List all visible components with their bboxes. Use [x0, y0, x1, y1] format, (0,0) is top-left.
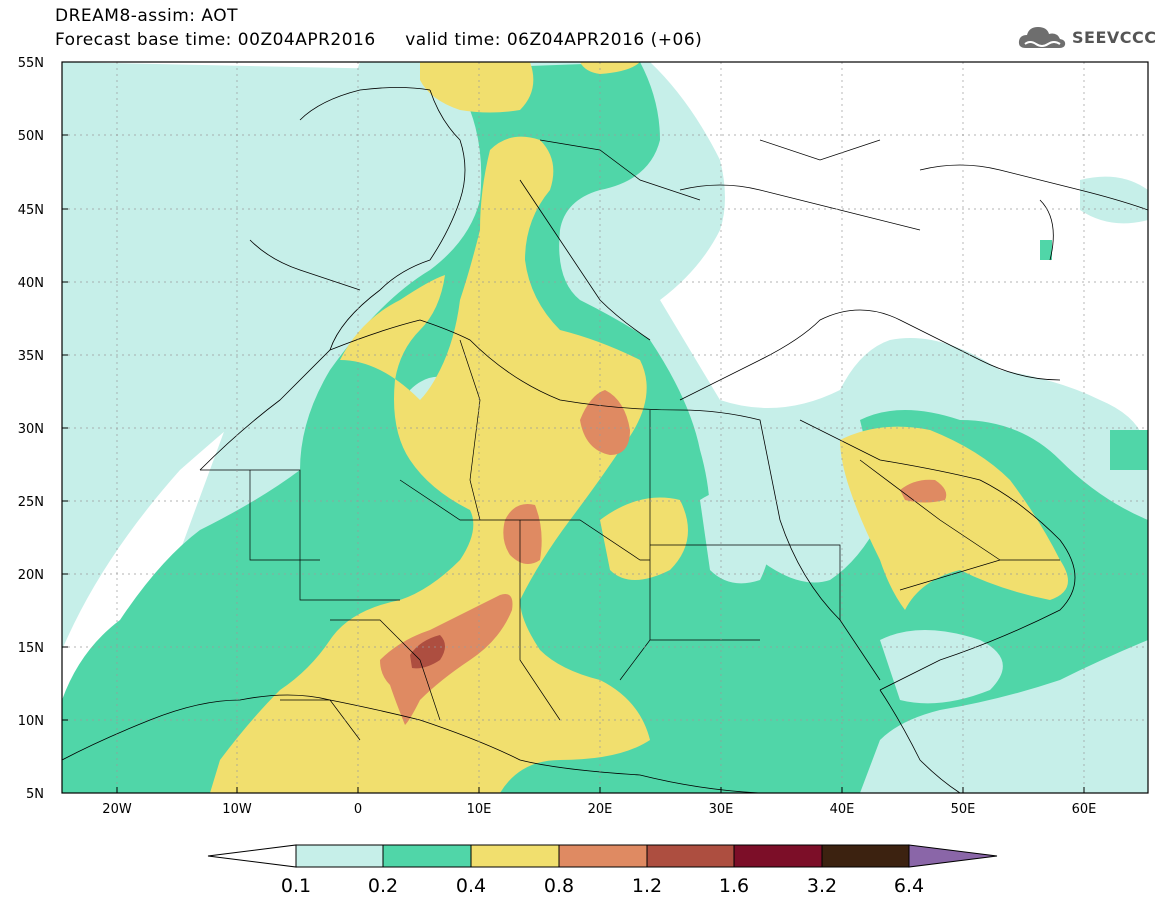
- lat-label: 5N: [26, 787, 44, 802]
- lon-label: 60E: [1072, 802, 1097, 817]
- cloud-icon: [1018, 27, 1066, 48]
- colorbar-label: 0.1: [281, 875, 311, 897]
- colorbar-label: 0.2: [368, 875, 398, 897]
- colorbar-segment: [733, 844, 823, 868]
- colorbar-label: 0.8: [544, 875, 574, 897]
- longitude-labels: 20W 10W 0 10E 20E 30E 40E 50E 60E: [102, 802, 1096, 817]
- lon-label: 20W: [102, 802, 132, 817]
- colorbar-segment: [558, 844, 648, 868]
- lon-label: 10E: [467, 802, 492, 817]
- colorbar-label: 6.4: [894, 875, 924, 897]
- chart-title: DREAM8-assim: AOT: [55, 6, 239, 26]
- colorbar-label: 1.6: [719, 875, 749, 897]
- colorbar-segment: [470, 844, 560, 868]
- latitude-labels: 55N 50N 45N 40N 35N 30N 25N 20N 15N 10N …: [18, 56, 44, 802]
- colorbar-segment: [646, 844, 735, 868]
- lon-label: 50E: [951, 802, 976, 817]
- lat-label: 25N: [18, 495, 44, 510]
- colorbar-segment: [908, 844, 998, 868]
- colorbar: [207, 844, 998, 868]
- colorbar-label: 1.2: [632, 875, 662, 897]
- colorbar-labels: 0.1 0.2 0.4 0.8 1.2 1.6 3.2 6.4: [281, 875, 924, 897]
- chart-subtitle: Forecast base time: 00Z04APR2016 valid t…: [55, 30, 702, 50]
- lat-label: 10N: [18, 714, 44, 729]
- lat-label: 35N: [18, 349, 44, 364]
- coastlines: [62, 87, 1148, 793]
- lon-label: 30E: [709, 802, 734, 817]
- lon-label: 0: [354, 802, 362, 817]
- lat-label: 50N: [18, 129, 44, 144]
- colorbar-segment: [295, 844, 384, 868]
- lon-label: 10W: [222, 802, 252, 817]
- lat-label: 40N: [18, 276, 44, 291]
- colorbar-segment: [207, 844, 297, 868]
- aot-layer-0-8: [380, 390, 947, 725]
- valid-time: valid time: 06Z04APR2016 (+06): [405, 30, 703, 50]
- colorbar-segment: [821, 844, 910, 868]
- lat-label: 55N: [18, 56, 44, 71]
- colorbar-label: 0.4: [456, 875, 486, 897]
- lat-label: 15N: [18, 641, 44, 656]
- country-borders: [200, 139, 1060, 741]
- lon-label: 40E: [830, 802, 855, 817]
- axis-ticks: [62, 61, 1085, 794]
- lon-label: 20E: [588, 802, 613, 817]
- graticule: [62, 62, 1148, 793]
- aot-layer-0-4: [210, 62, 1068, 793]
- lat-label: 30N: [18, 422, 44, 437]
- logo-text: SEEVCCC: [1072, 27, 1157, 47]
- colorbar-label: 3.2: [807, 875, 837, 897]
- lat-label: 45N: [18, 203, 44, 218]
- aot-layer-1-2: [410, 635, 445, 669]
- lat-label: 20N: [18, 568, 44, 583]
- colorbar-segment: [382, 844, 472, 868]
- seevccc-logo: SEEVCCC: [1016, 22, 1157, 52]
- base-time: Forecast base time: 00Z04APR2016: [55, 30, 376, 50]
